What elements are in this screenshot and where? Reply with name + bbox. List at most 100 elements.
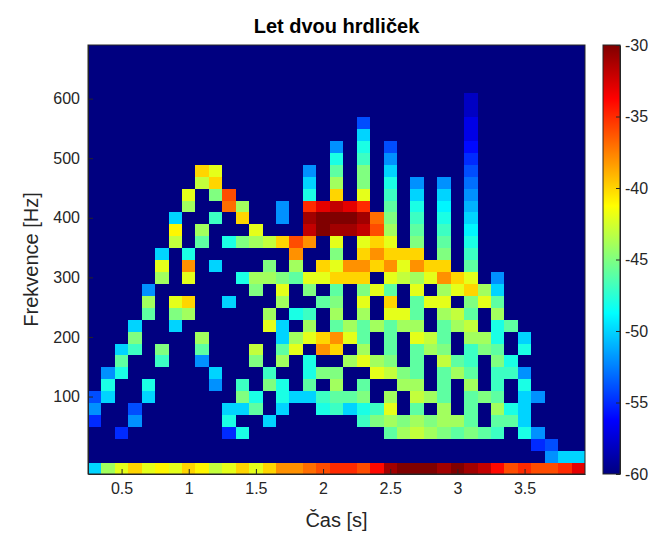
cell [451, 271, 465, 284]
cell [115, 450, 129, 463]
cell [276, 307, 290, 320]
cell [142, 200, 156, 213]
cell [289, 331, 303, 344]
tick-mark [616, 188, 620, 189]
cell [330, 188, 344, 201]
cell [424, 426, 438, 439]
cell [169, 236, 183, 249]
cell [370, 200, 384, 213]
cell [249, 283, 263, 296]
cell [169, 81, 183, 94]
cell [209, 438, 223, 451]
cell [424, 140, 438, 153]
cell [330, 57, 344, 70]
cell [128, 319, 142, 332]
cell [384, 391, 398, 404]
tick: 3 [453, 469, 462, 497]
cell [249, 140, 263, 153]
cell [370, 450, 384, 463]
cell [478, 403, 492, 416]
cell [195, 283, 209, 296]
cell [504, 331, 518, 344]
cell [303, 164, 317, 177]
cell [182, 81, 196, 94]
cell [343, 57, 357, 70]
cell [182, 93, 196, 106]
cell [222, 45, 236, 58]
cell [115, 128, 129, 141]
cell [504, 69, 518, 82]
cell [101, 176, 115, 189]
cell [303, 414, 317, 427]
cell [182, 450, 196, 463]
cell [182, 426, 196, 439]
cell [142, 248, 156, 261]
cell [88, 331, 102, 344]
cell [451, 355, 465, 368]
cell [169, 450, 183, 463]
cell [478, 105, 492, 118]
cell [370, 69, 384, 82]
cell [88, 164, 102, 177]
cell [370, 403, 384, 416]
cell [558, 438, 572, 451]
cell [478, 355, 492, 368]
tick-label: 600 [53, 90, 80, 107]
cell [155, 367, 169, 380]
cell [370, 105, 384, 118]
cell [410, 450, 424, 463]
cell [115, 307, 129, 320]
cell [128, 236, 142, 249]
cell [101, 81, 115, 94]
cell [545, 57, 559, 70]
cell [357, 152, 371, 165]
cell [572, 450, 585, 463]
cell [195, 152, 209, 165]
cell [531, 343, 545, 356]
cell [316, 105, 330, 118]
cell [182, 391, 196, 404]
tick-label: 400 [53, 209, 80, 226]
cell [236, 271, 250, 284]
cell [182, 307, 196, 320]
cell [330, 438, 344, 451]
cell [397, 391, 411, 404]
cell [303, 319, 317, 332]
cell [303, 248, 317, 261]
cell [169, 283, 183, 296]
cell [222, 283, 236, 296]
cell [343, 200, 357, 213]
cell [437, 414, 451, 427]
cell [464, 271, 478, 284]
cell [249, 403, 263, 416]
cell [518, 319, 532, 332]
cell [545, 224, 559, 237]
cell [424, 248, 438, 261]
cell [545, 355, 559, 368]
cell [169, 200, 183, 213]
cell [437, 367, 451, 380]
cell [142, 319, 156, 332]
cell [343, 462, 357, 474]
cell [155, 403, 169, 416]
cell [222, 271, 236, 284]
cell [451, 117, 465, 130]
cell [343, 271, 357, 284]
cell [464, 403, 478, 416]
cell [504, 283, 518, 296]
tick-label: 100 [53, 388, 80, 405]
cell [88, 295, 102, 308]
cell [437, 236, 451, 249]
cell [518, 260, 532, 273]
cell [209, 81, 223, 94]
cell [195, 176, 209, 189]
cell [558, 152, 572, 165]
cell [169, 271, 183, 284]
cell [88, 391, 102, 404]
cell [142, 188, 156, 201]
cell [249, 81, 263, 94]
cell [504, 164, 518, 177]
cell [424, 69, 438, 82]
cell [263, 295, 277, 308]
cell [128, 128, 142, 141]
